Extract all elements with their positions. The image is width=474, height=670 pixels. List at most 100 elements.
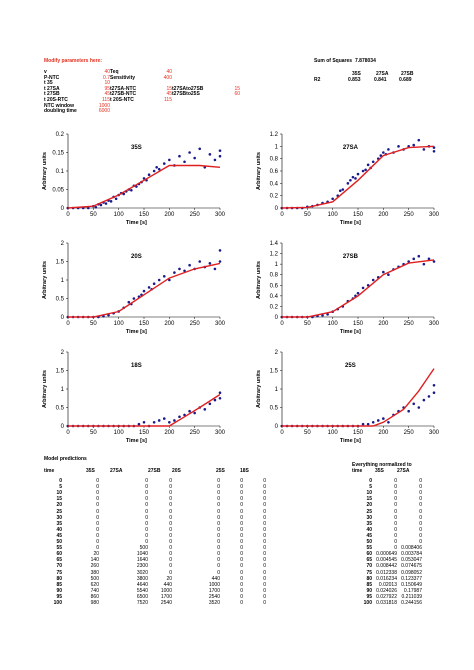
norm-cell: 65 — [366, 557, 372, 564]
pred-cell: 20 — [166, 575, 172, 582]
data-point — [152, 421, 156, 424]
pred-cell: 0 — [240, 496, 243, 503]
pred-cell: 0 — [145, 496, 148, 503]
pred-cell: 0 — [217, 502, 220, 509]
data-point — [137, 422, 141, 426]
pred-cell: 0 — [240, 569, 243, 576]
x-tick-label: 0 — [66, 321, 70, 327]
x-tick-label: 100 — [328, 430, 339, 436]
param-label-2: t27SB-NTC — [110, 91, 137, 98]
x-tick-label: 150 — [139, 430, 150, 436]
data-point — [376, 419, 380, 422]
y-tick-label: 1 — [61, 387, 65, 393]
pred-cell: 0 — [263, 526, 266, 533]
data-point — [387, 148, 390, 151]
pred-cell: 3800 — [136, 575, 148, 582]
data-point — [417, 138, 421, 142]
norm-cell: 30 — [366, 514, 372, 521]
data-point — [432, 260, 436, 263]
norm-cell: 0 — [419, 508, 422, 515]
chart-18s: 0 0.5 1 1.5 2 0 50 100 150 200 250 300 18S Time [s] Ar… — [42, 350, 226, 444]
sum-squares-value: 7.878034 — [355, 58, 376, 64]
data-point — [361, 286, 365, 290]
pred-cell: 0 — [145, 514, 148, 521]
norm-cell: 0.004545 — [376, 557, 397, 564]
data-point — [366, 163, 370, 167]
chart-title: 18S — [131, 363, 142, 369]
pred-cell: 0 — [263, 532, 266, 539]
norm-cell: 0.024026 — [376, 587, 397, 594]
pred-cell: 0 — [96, 490, 99, 497]
pred-cell: 0 — [145, 520, 148, 527]
pred-cell: 0 — [263, 551, 266, 558]
x-tick-label: 200 — [164, 430, 175, 436]
data-point — [162, 162, 166, 165]
y-tick-label: 0.5 — [56, 406, 65, 412]
data-point — [407, 260, 410, 263]
data-point — [188, 409, 191, 413]
pred-cell: 0 — [217, 545, 220, 552]
pred-cell: 20 — [56, 502, 62, 509]
data-point — [142, 421, 146, 424]
x-tick-label: 50 — [304, 212, 311, 218]
param-value-2: 115 — [164, 97, 172, 103]
norm-cell: 0.008406 — [401, 545, 422, 552]
y-tick-label: 2 — [61, 350, 65, 356]
x-tick-label: 250 — [404, 212, 415, 218]
norm-cell: 0.074675 — [401, 563, 422, 570]
y-tick-label: 0.1 — [56, 169, 65, 175]
pred-cell: 1000 — [208, 581, 220, 588]
data-point — [349, 178, 352, 182]
x-tick-label: 200 — [378, 430, 389, 436]
data-point — [188, 263, 191, 267]
data-point — [432, 391, 436, 394]
data-point — [114, 197, 118, 201]
param-label-3: t27SAto27SB — [172, 85, 204, 92]
norm-cell: 0 — [369, 478, 372, 484]
data-point — [387, 421, 390, 424]
pred-cell: 0 — [240, 581, 243, 588]
data-point — [321, 314, 324, 317]
pred-cell: 60 — [56, 551, 62, 558]
y-tick-label: 0.6 — [270, 169, 279, 175]
pred-cell: 3520 — [208, 600, 220, 606]
pred-cell: 0 — [240, 575, 243, 582]
pred-cell: 55 — [56, 545, 62, 552]
data-point — [387, 273, 390, 277]
x-tick-label: 100 — [328, 321, 339, 327]
data-point — [173, 419, 176, 422]
pred-cell: 0 — [169, 551, 172, 558]
norm-cell: 20 — [366, 502, 372, 509]
pred-header: 18S — [240, 468, 249, 474]
chart-title: 25S — [345, 363, 356, 369]
y-tick-label: 0.8 — [270, 273, 279, 279]
norm-cell: 0 — [419, 490, 422, 497]
r2-label: R2 — [314, 77, 321, 83]
data-point — [432, 384, 436, 387]
data-point — [432, 149, 436, 153]
pred-cell: 0 — [217, 526, 220, 533]
norm-cell: 0 — [394, 478, 397, 484]
y-tick-label: 0.4 — [270, 181, 279, 187]
pred-cell: 0 — [217, 551, 220, 558]
data-point — [208, 262, 212, 265]
norm-cell: 25 — [366, 508, 372, 515]
pred-cell: 0 — [263, 508, 266, 515]
pred-cell: 0 — [263, 563, 266, 570]
pred-cell: 0 — [169, 508, 172, 515]
pred-cell: 0 — [96, 539, 99, 545]
y-tick-label: 0 — [61, 206, 65, 212]
pred-cell: 740 — [90, 587, 99, 594]
pred-cell: 0 — [145, 539, 148, 545]
data-point — [132, 297, 136, 300]
norm-cell: 100 — [363, 600, 372, 606]
y-tick-label: 0.2 — [56, 132, 65, 138]
data-point — [152, 169, 156, 173]
norm-cell: 0 — [394, 502, 397, 509]
pred-cell: 50 — [56, 539, 62, 545]
norm-header: time — [352, 468, 363, 474]
data-point — [142, 289, 146, 293]
pred-cell: 0 — [263, 593, 266, 600]
chart-25s: 0 0.5 1 1.5 2 0 50 100 150 200 250 300 25S Time [s] Ar… — [256, 350, 440, 444]
pred-cell: 2300 — [136, 563, 148, 570]
